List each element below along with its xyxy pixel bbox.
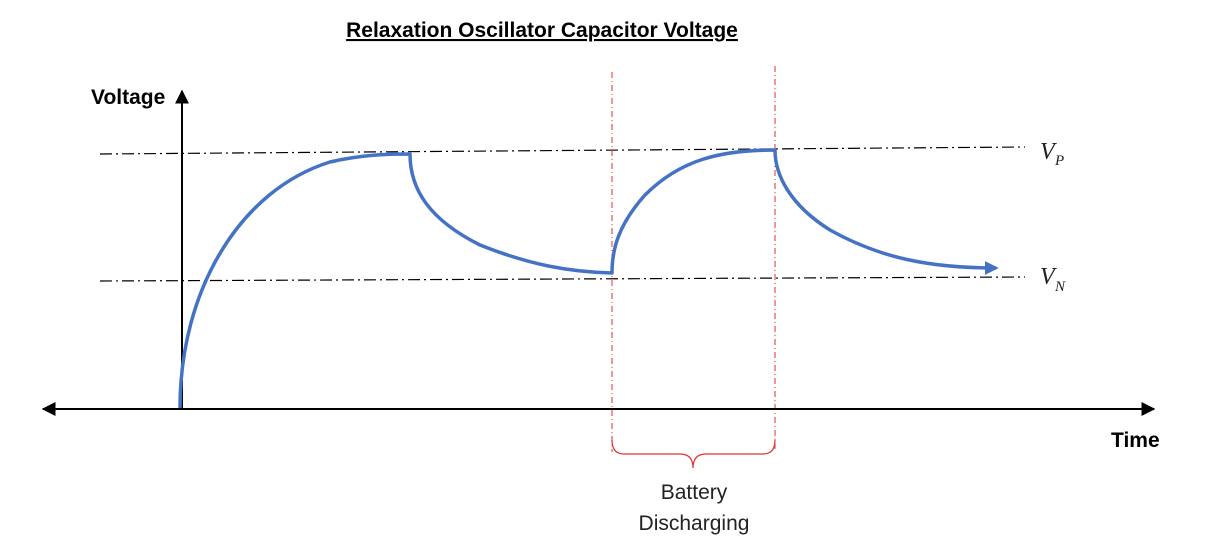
svg-text:P: P	[1054, 153, 1064, 169]
y-axis-label: Voltage	[91, 86, 165, 109]
svg-text:V: V	[1040, 264, 1057, 290]
annotation-line-2: Discharging	[639, 512, 750, 535]
x-axis-label: Time	[1111, 429, 1160, 452]
vp-threshold-line	[99, 146, 1026, 155]
annotation-line-1: Battery	[661, 481, 728, 504]
svg-text:V: V	[1040, 139, 1057, 165]
vn-level-label: V N	[1040, 264, 1066, 295]
vp-level-label: V P	[1040, 139, 1064, 169]
diagram-title: Relaxation Oscillator Capacitor Voltage	[346, 19, 738, 42]
vn-threshold-line	[99, 276, 1026, 282]
capacitor-voltage-curve	[178, 148, 999, 409]
svg-text:N: N	[1054, 279, 1066, 295]
discharge-brace	[611, 439, 776, 469]
